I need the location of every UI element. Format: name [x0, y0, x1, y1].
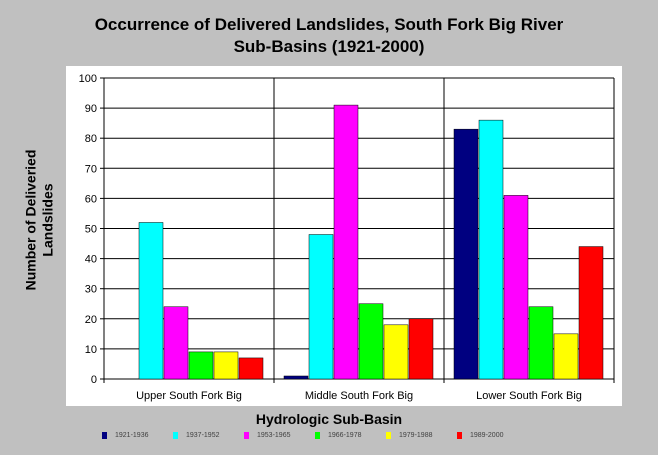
y-axis-label-line-2: Landslides [39, 183, 56, 257]
y-tick-label: 40 [85, 254, 97, 266]
bar-1953-1965-lower-south-fork-big [503, 195, 529, 380]
legend-label: 1979-1988 [399, 431, 433, 439]
legend-swatch [386, 431, 391, 439]
bar-1966-1978-middle-south-fork-big [358, 303, 384, 380]
legend-swatch [315, 431, 320, 439]
y-tick-label: 50 [85, 224, 97, 236]
legend-label: 1989-2000 [470, 431, 504, 439]
y-tick-label: 100 [79, 73, 97, 85]
legend-label: 1953-1965 [257, 431, 291, 439]
y-tick-label: 60 [85, 193, 97, 205]
legend-swatch [244, 431, 249, 439]
legend-item: 1989-2000 [457, 429, 503, 441]
legend: 1921-1936 1937-1952 1953-1965 1966-1978 1979… [102, 429, 542, 441]
legend-swatch [457, 431, 462, 439]
bar-1937-1952-middle-south-fork-big [308, 234, 334, 380]
bar-1979-1988-lower-south-fork-big [553, 333, 579, 380]
x-axis-label: Hydrologic Sub-Basin [255, 411, 403, 427]
bar-1989-2000-middle-south-fork-big [408, 318, 434, 380]
y-tick-label: 80 [85, 133, 97, 145]
bar-1937-1952-lower-south-fork-big [478, 119, 504, 380]
y-tick-label: 20 [85, 314, 97, 326]
bar-1989-2000-upper-south-fork-big [238, 357, 264, 380]
legend-item: 1921-1936 [102, 429, 148, 441]
legend-item: 1966-1978 [315, 429, 361, 441]
legend-label: 1921-1936 [115, 431, 149, 439]
bar-1921-1936-lower-south-fork-big [453, 128, 479, 380]
y-tick-label: 30 [85, 284, 97, 296]
y-axis-label-line-1: Number of Deliveried [21, 149, 38, 291]
legend-label: 1937-1952 [186, 431, 220, 439]
x-category-label: Middle South Fork Big [305, 390, 413, 402]
legend-label: 1966-1978 [328, 431, 362, 439]
bar-1979-1988-middle-south-fork-big [383, 324, 409, 380]
bar-1966-1978-lower-south-fork-big [528, 306, 554, 380]
x-category-label: Lower South Fork Big [476, 390, 582, 402]
legend-swatch [102, 431, 107, 439]
y-tick-label: 10 [85, 344, 97, 356]
legend-swatch [173, 431, 178, 439]
legend-item: 1937-1952 [173, 429, 219, 441]
bar-1966-1978-upper-south-fork-big [188, 351, 214, 380]
y-tick-label: 70 [85, 163, 97, 175]
bar-1937-1952-upper-south-fork-big [138, 222, 164, 380]
chart-title-line-1: Occurrence of Delivered Landslides, Sout… [94, 15, 564, 34]
legend-item: 1953-1965 [244, 429, 290, 441]
bar-1953-1965-upper-south-fork-big [163, 306, 189, 380]
legend-item: 1979-1988 [386, 429, 432, 441]
bar-1921-1936-middle-south-fork-big [283, 375, 309, 380]
bar-1953-1965-middle-south-fork-big [333, 104, 359, 380]
y-axis-label: Number of Deliveried Landslides [20, 120, 60, 320]
bar-1989-2000-lower-south-fork-big [578, 246, 604, 380]
y-tick-label: 90 [85, 103, 97, 115]
bar-1979-1988-upper-south-fork-big [213, 351, 239, 380]
chart-title-line-2: Sub-Basins (1921-2000) [233, 37, 425, 56]
y-tick-label: 0 [91, 374, 97, 386]
x-category-label: Upper South Fork Big [136, 390, 242, 402]
